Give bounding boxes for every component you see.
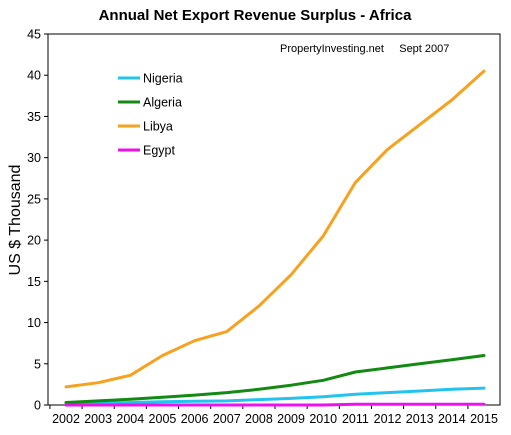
- y-tick-label: 25: [27, 192, 41, 206]
- chart-annotation: PropertyInvesting.net Sept 2007: [280, 43, 449, 55]
- x-tick-label: 2013: [406, 412, 434, 426]
- y-tick-label: 15: [27, 275, 41, 289]
- x-tick-label: 2004: [116, 412, 144, 426]
- x-tick-label: 2005: [149, 412, 177, 426]
- legend-label-libya: Libya: [143, 120, 173, 134]
- y-tick-label: 40: [27, 69, 41, 83]
- y-tick-label: 35: [27, 110, 41, 124]
- x-tick-label: 2008: [245, 412, 273, 426]
- series-line-algeria: [64, 354, 486, 404]
- legend-label-algeria: Algeria: [143, 96, 182, 110]
- y-axis-label: US $ Thousand: [7, 165, 24, 276]
- x-tick-label: 2014: [438, 412, 466, 426]
- x-tick-label: 2006: [181, 412, 209, 426]
- y-tick-label: 45: [27, 28, 41, 42]
- x-tick-label: 2011: [342, 412, 369, 426]
- y-tick-label: 0: [34, 399, 41, 413]
- y-tick-label: 20: [27, 234, 41, 248]
- x-tick-label: 2010: [309, 412, 337, 426]
- series-line-libya: [64, 69, 486, 389]
- x-tick-label: 2009: [277, 412, 305, 426]
- plot-area: 0 5 10 15 20 25 30 35 40 45 2002 2003 2004 2005 2006 20…: [27, 28, 501, 426]
- chart-title: Annual Net Export Revenue Surplus - Afri…: [99, 7, 412, 24]
- legend: Nigeria Algeria Libya Egypt: [118, 72, 183, 158]
- y-tick-label: 30: [27, 151, 41, 165]
- x-tick-label: 2002: [52, 412, 80, 426]
- series-line-egypt: [64, 402, 486, 407]
- legend-label-nigeria: Nigeria: [143, 72, 183, 86]
- x-tick-label: 2003: [84, 412, 112, 426]
- x-tick-label: 2007: [213, 412, 241, 426]
- x-tick-label: 2015: [470, 412, 498, 426]
- y-tick-label: 5: [34, 357, 41, 371]
- plot-frame: [47, 33, 501, 406]
- y-tick-label: 10: [27, 316, 41, 330]
- legend-label-egypt: Egypt: [143, 144, 175, 158]
- x-tick-label: 2012: [374, 412, 402, 426]
- series-line-nigeria: [64, 386, 486, 406]
